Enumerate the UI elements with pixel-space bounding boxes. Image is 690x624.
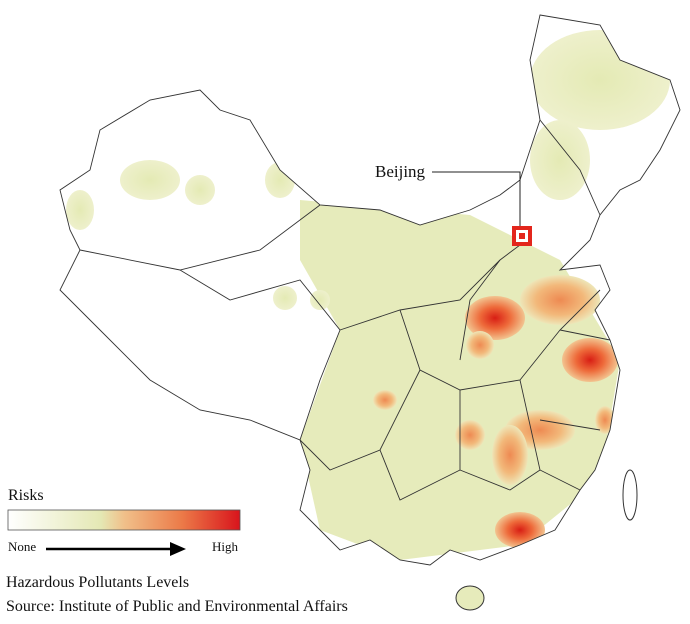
legend-low: None (8, 539, 36, 554)
beijing-marker-core (519, 233, 525, 239)
legend-high: High (212, 539, 239, 554)
caption-source: Source: Institute of Public and Environm… (6, 598, 348, 615)
province-borders (79, 119, 611, 501)
leader-line (432, 171, 521, 226)
hainan (455, 585, 485, 611)
country-outline (59, 14, 681, 566)
marker-label: Beijing (375, 162, 426, 181)
legend-bar (7, 509, 241, 531)
caption-title: Hazardous Pollutants Levels (6, 574, 189, 591)
taiwan (622, 469, 638, 521)
legend-title: Risks (8, 487, 44, 504)
legend-arrowhead (170, 542, 186, 556)
pollution-shading (66, 30, 670, 560)
